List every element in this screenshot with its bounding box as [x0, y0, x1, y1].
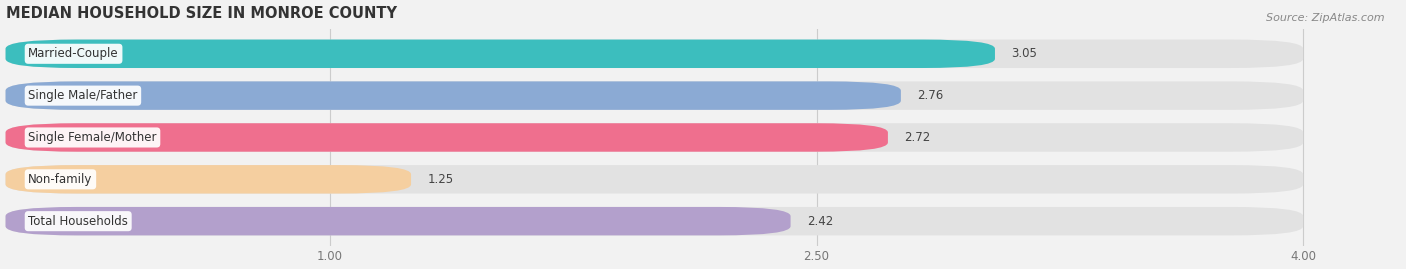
Text: MEDIAN HOUSEHOLD SIZE IN MONROE COUNTY: MEDIAN HOUSEHOLD SIZE IN MONROE COUNTY — [6, 6, 396, 20]
Text: Single Male/Father: Single Male/Father — [28, 89, 138, 102]
Text: 1.25: 1.25 — [427, 173, 453, 186]
Text: Source: ZipAtlas.com: Source: ZipAtlas.com — [1267, 13, 1385, 23]
Text: 2.42: 2.42 — [807, 215, 834, 228]
FancyBboxPatch shape — [6, 82, 901, 110]
FancyBboxPatch shape — [6, 207, 1303, 235]
FancyBboxPatch shape — [6, 165, 411, 194]
Text: Single Female/Mother: Single Female/Mother — [28, 131, 156, 144]
Text: 2.72: 2.72 — [904, 131, 931, 144]
FancyBboxPatch shape — [6, 123, 889, 152]
FancyBboxPatch shape — [6, 40, 1303, 68]
FancyBboxPatch shape — [6, 165, 1303, 194]
FancyBboxPatch shape — [6, 207, 790, 235]
Text: 3.05: 3.05 — [1011, 47, 1038, 60]
Text: Non-family: Non-family — [28, 173, 93, 186]
FancyBboxPatch shape — [6, 82, 1303, 110]
Text: 2.76: 2.76 — [917, 89, 943, 102]
FancyBboxPatch shape — [6, 40, 995, 68]
Text: Total Households: Total Households — [28, 215, 128, 228]
FancyBboxPatch shape — [6, 123, 1303, 152]
Text: Married-Couple: Married-Couple — [28, 47, 120, 60]
